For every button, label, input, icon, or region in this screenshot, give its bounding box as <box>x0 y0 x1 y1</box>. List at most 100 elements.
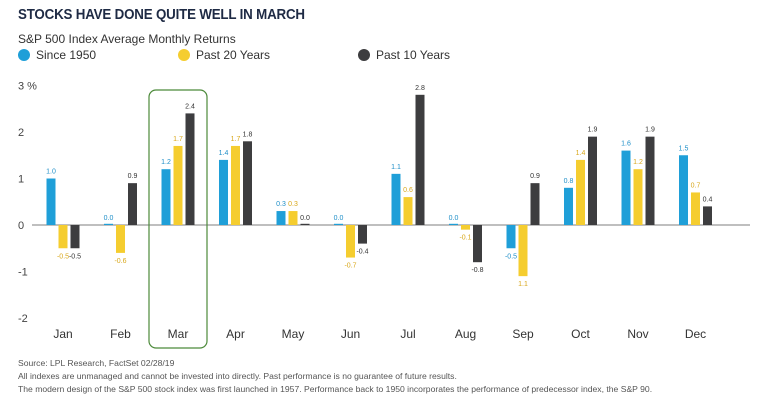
bar-may-series-0 <box>276 211 286 225</box>
bar-oct-series-2 <box>588 136 597 225</box>
data-label: 2.8 <box>415 85 425 92</box>
footer-source: Source: LPL Research, FactSet 02/28/19 <box>18 358 175 368</box>
legend-label-past-10-years: Past 10 Years <box>376 48 451 62</box>
data-label: 0.9 <box>128 173 138 180</box>
y-tick-label: -2 <box>18 313 28 325</box>
bar-jan-series-0 <box>46 178 56 225</box>
legend-label-since-1950: Since 1950 <box>36 48 97 62</box>
bar-apr-series-0 <box>219 159 228 225</box>
bar-jul-series-0 <box>391 173 401 225</box>
data-label: 1.9 <box>645 127 655 134</box>
data-label: 1.1 <box>518 281 528 288</box>
bar-may-series-1 <box>288 211 298 225</box>
x-tick-label-nov: Nov <box>627 327 648 341</box>
data-label: 1.0 <box>46 169 56 176</box>
bar-jan-series-2 <box>70 225 80 249</box>
data-label: 1.9 <box>588 127 598 134</box>
legend-dot-since-1950 <box>18 49 30 61</box>
footer-note-2: The modern design of the S&P 500 stock i… <box>18 384 653 394</box>
chart-subtitle: S&P 500 Index Average Monthly Returns <box>18 32 236 46</box>
bar-jun-series-1 <box>346 225 355 258</box>
bar-sep-series-1 <box>518 225 528 277</box>
bar-feb-series-0 <box>104 223 113 225</box>
data-label: 0.7 <box>691 182 701 189</box>
bar-apr-series-1 <box>231 145 240 225</box>
data-label: 1.2 <box>161 159 171 166</box>
y-tick-label: 2 <box>18 127 24 139</box>
data-label: -0.6 <box>114 258 126 265</box>
data-label: 1.4 <box>576 150 586 157</box>
x-tick-label-jul: Jul <box>400 327 415 341</box>
data-label: 0.9 <box>530 173 540 180</box>
data-label: -0.7 <box>344 263 356 270</box>
bar-mar-series-1 <box>173 145 183 225</box>
x-tick-label-jun: Jun <box>341 327 360 341</box>
bar-aug-series-2 <box>473 225 482 263</box>
bar-jul-series-2 <box>415 94 425 225</box>
data-label: -0.5 <box>69 253 81 260</box>
bar-mar-series-2 <box>185 113 195 225</box>
data-label: 1.8 <box>243 131 253 138</box>
bar-sep-series-0 <box>506 225 516 249</box>
data-label: 0.0 <box>104 215 114 222</box>
data-label: 0.0 <box>334 215 344 222</box>
bar-jun-series-2 <box>358 225 367 244</box>
data-label: -0.5 <box>57 253 69 260</box>
bar-aug-series-1 <box>461 225 470 230</box>
legend-item-past-10-years: Past 10 Years <box>358 48 450 62</box>
data-label: 2.4 <box>185 103 195 110</box>
legend-dot-past-20-years <box>178 49 190 61</box>
bar-feb-series-1 <box>116 225 125 253</box>
y-tick-label: 3 % <box>18 81 37 93</box>
bar-oct-series-1 <box>576 159 585 225</box>
legend-label-past-20-years: Past 20 Years <box>196 48 271 62</box>
data-label: 1.2 <box>633 159 643 166</box>
legend-item-past-20-years: Past 20 Years <box>178 48 270 62</box>
x-tick-label-sep: Sep <box>512 327 534 341</box>
bar-nov-series-2 <box>645 136 655 225</box>
y-tick-label: 1 <box>18 174 24 186</box>
bar-dec-series-0 <box>679 155 688 225</box>
x-tick-label-may: May <box>282 327 305 341</box>
bar-jul-series-1 <box>403 197 413 225</box>
data-label: 1.5 <box>679 145 689 152</box>
legend: Since 1950 Past 20 Years Past 10 Years <box>18 48 758 64</box>
chart-title: STOCKS HAVE DONE QUITE WELL IN MARCH <box>18 7 305 23</box>
bar-jun-series-0 <box>334 223 343 225</box>
footer: Source: LPL Research, FactSet 02/28/19 A… <box>18 357 652 396</box>
data-label: 0.3 <box>288 201 298 208</box>
data-label: -0.1 <box>459 235 471 242</box>
legend-item-since-1950: Since 1950 <box>18 48 96 62</box>
bar-jan-series-1 <box>58 225 68 249</box>
data-label: 1.7 <box>231 136 241 143</box>
footer-note-1: All indexes are unmanaged and cannot be … <box>18 371 457 381</box>
y-tick-label: -1 <box>18 267 28 279</box>
data-label: 1.6 <box>621 141 631 148</box>
data-label: -0.8 <box>471 267 483 274</box>
x-tick-label-mar: Mar <box>168 327 189 341</box>
highlight-box-mar <box>148 89 208 349</box>
bar-dec-series-1 <box>691 192 700 225</box>
bar-mar-series-0 <box>161 169 171 225</box>
bar-feb-series-2 <box>128 183 137 225</box>
bar-chart: 3 %210-1-21.0-0.5 -0.5Jan0.0-0.60.9Feb1.2… <box>18 81 750 349</box>
x-tick-label-aug: Aug <box>455 327 476 341</box>
data-label: 0.0 <box>449 215 459 222</box>
legend-dot-past-10-years <box>358 49 370 61</box>
data-label: 1.1 <box>391 164 401 171</box>
data-label: -0.4 <box>356 249 368 256</box>
bar-aug-series-0 <box>449 223 458 225</box>
bar-oct-series-0 <box>564 187 573 225</box>
bar-apr-series-2 <box>243 141 252 225</box>
bar-nov-series-1 <box>633 169 643 225</box>
data-label: 0.8 <box>564 178 574 185</box>
x-tick-label-feb: Feb <box>110 327 131 341</box>
data-label: -0.5 <box>505 253 517 260</box>
x-tick-label-jan: Jan <box>53 327 72 341</box>
data-label: 1.7 <box>173 136 183 143</box>
x-tick-label-apr: Apr <box>226 327 245 341</box>
data-label: 1.4 <box>219 150 229 157</box>
y-tick-label: 0 <box>18 220 24 232</box>
x-tick-label-oct: Oct <box>571 327 590 341</box>
data-label: 0.4 <box>703 196 713 203</box>
